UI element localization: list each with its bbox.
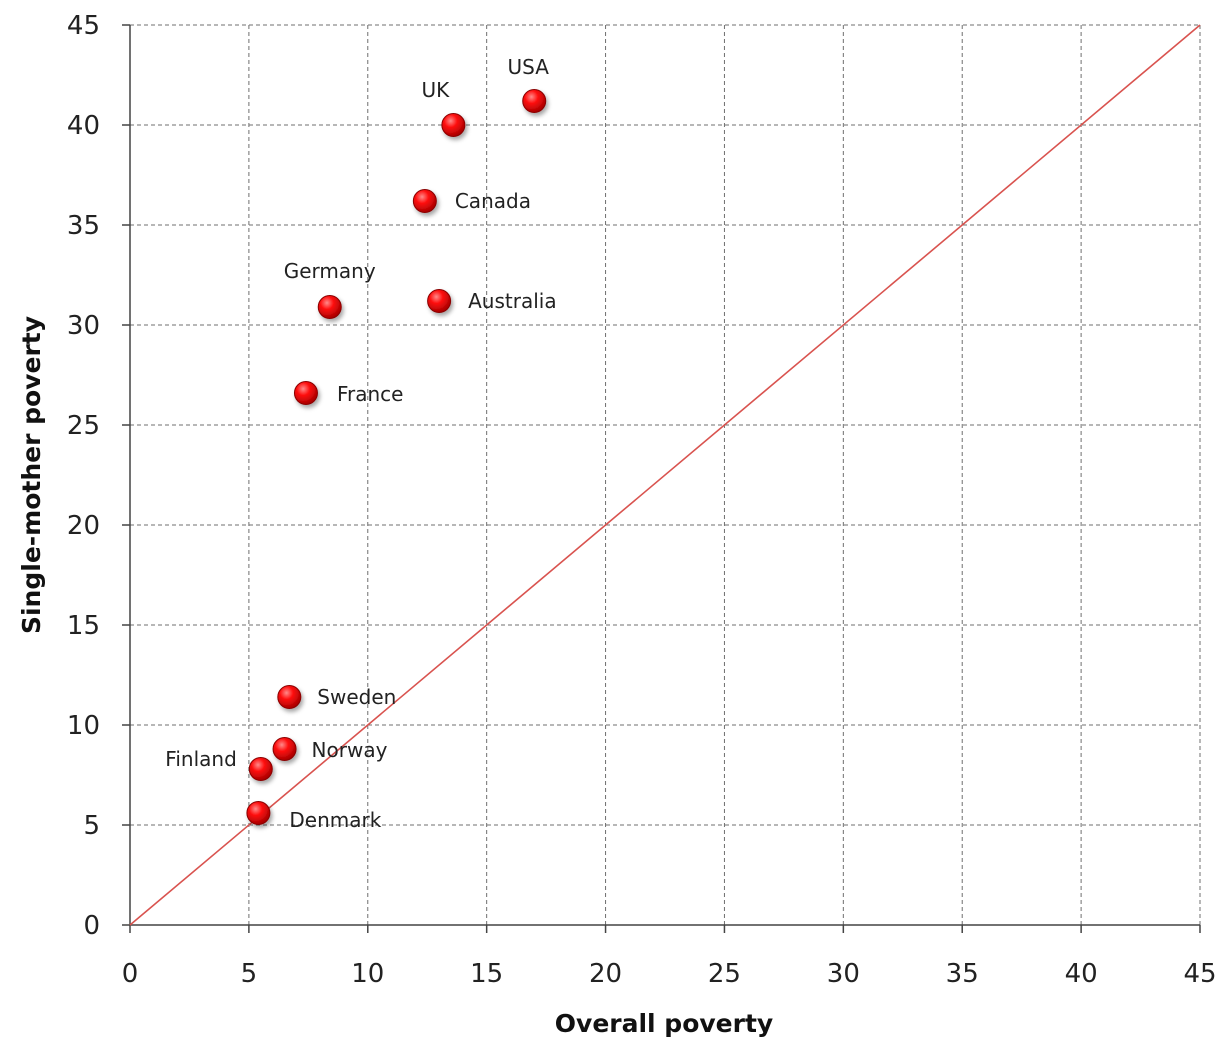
point-sweden <box>277 685 302 709</box>
reference-line <box>129 24 1201 926</box>
x-tick-label: 0 <box>122 959 139 989</box>
point-uk <box>441 113 466 137</box>
reference-line-layer <box>129 24 1201 926</box>
point-label-germany: Germany <box>284 259 376 283</box>
point-finland <box>248 757 273 781</box>
point-australia <box>427 289 452 313</box>
point-label-uk: UK <box>421 78 450 102</box>
axes-layer: 0 5 10 15 20 25 30 35 40 45 0 5 10 15 20 25 30 35 40 45 <box>67 11 1217 989</box>
y-tick-label: 40 <box>67 111 100 141</box>
x-tick-label: 20 <box>589 959 622 989</box>
x-axis-title: Overall poverty <box>555 1009 773 1038</box>
y-tick-label: 30 <box>67 311 100 341</box>
point-label-australia: Australia <box>468 289 556 313</box>
x-tick-label: 40 <box>1065 959 1098 989</box>
y-tick-label: 45 <box>67 11 100 41</box>
point-norway <box>272 737 297 761</box>
y-tick-label: 35 <box>67 211 100 241</box>
point-label-denmark: Denmark <box>289 808 381 832</box>
point-labels-layer: USA UK Canada Germany Australia France Sweden N… <box>165 55 556 832</box>
point-germany <box>317 295 342 319</box>
x-tick-label: 5 <box>241 959 258 989</box>
point-canada <box>412 189 437 213</box>
y-tick-label: 25 <box>67 411 100 441</box>
point-label-canada: Canada <box>455 189 531 213</box>
y-tick-label: 15 <box>67 611 100 641</box>
y-tick-label: 5 <box>83 811 100 841</box>
point-label-france: France <box>337 382 404 406</box>
y-axis-title: Single-mother poverty <box>17 316 46 634</box>
x-tick-label: 15 <box>470 959 503 989</box>
point-usa <box>522 89 547 113</box>
x-tick-label: 45 <box>1183 959 1216 989</box>
point-label-norway: Norway <box>312 738 388 762</box>
x-tick-label: 35 <box>946 959 979 989</box>
points-layer <box>246 89 547 825</box>
y-tick-label: 10 <box>67 711 100 741</box>
point-france <box>293 381 318 405</box>
point-label-finland: Finland <box>165 747 236 771</box>
x-tick-label: 10 <box>351 959 384 989</box>
point-label-usa: USA <box>508 55 550 79</box>
point-label-sweden: Sweden <box>317 685 396 709</box>
grid-layer <box>130 24 1201 925</box>
x-tick-label: 30 <box>827 959 860 989</box>
point-denmark <box>246 801 271 825</box>
y-tick-label: 20 <box>67 511 100 541</box>
x-tick-label: 25 <box>708 959 741 989</box>
y-tick-label: 0 <box>83 911 100 941</box>
